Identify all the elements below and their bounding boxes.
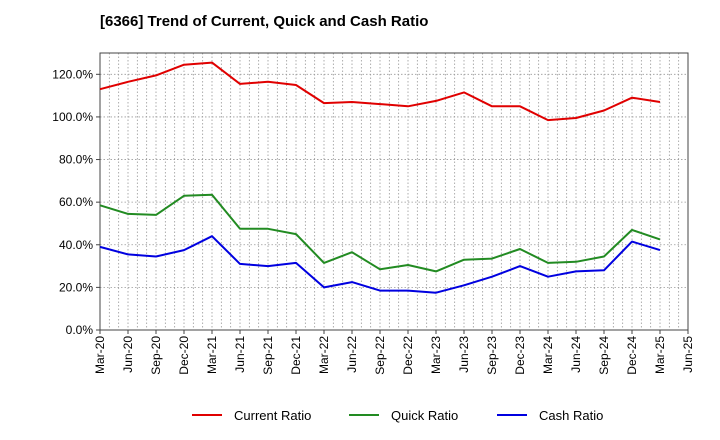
y-tick-label: 100.0%	[52, 110, 93, 124]
x-tick-label: Dec-21	[289, 336, 303, 375]
chart-title: [6366] Trend of Current, Quick and Cash …	[100, 13, 429, 30]
y-axis: 0.0% 20.0% 40.0% 60.0% 80.0% 100.0% 120.0%	[52, 67, 100, 337]
x-tick-label: Mar-24	[541, 336, 555, 374]
x-tick-label: Jun-21	[233, 336, 247, 373]
series-line-quick-ratio	[99, 193, 661, 273]
series-line-current-ratio	[99, 61, 661, 122]
x-tick-label: Dec-23	[513, 336, 527, 375]
x-tick-label: Dec-20	[177, 336, 191, 375]
series-lines	[99, 61, 661, 294]
x-tick-label: Sep-24	[597, 336, 611, 375]
y-tick-label: 20.0%	[59, 280, 93, 294]
x-tick-label: Mar-23	[429, 336, 443, 374]
y-tick-label: 60.0%	[59, 195, 93, 209]
grid	[100, 53, 688, 330]
x-tick-label: Sep-21	[261, 336, 275, 375]
legend-label-quick-ratio: Quick Ratio	[391, 408, 458, 423]
x-tick-label: Jun-24	[569, 336, 583, 373]
x-tick-label: Dec-24	[625, 336, 639, 375]
plot-area	[99, 52, 689, 331]
legend: Current Ratio Quick Ratio Cash Ratio	[192, 408, 603, 423]
x-tick-label: Jun-23	[457, 336, 471, 373]
y-tick-label: 40.0%	[59, 238, 93, 252]
x-tick-label: Jun-20	[121, 336, 135, 373]
legend-label-current-ratio: Current Ratio	[234, 408, 311, 423]
x-tick-label: Sep-22	[373, 336, 387, 375]
x-axis: Mar-20 Jun-20 Sep-20 Dec-20 Mar-21 Jun-21 Sep-…	[93, 330, 695, 375]
x-tick-label: Mar-25	[653, 336, 667, 374]
y-tick-label: 0.0%	[66, 323, 94, 337]
x-tick-label: Sep-23	[485, 336, 499, 375]
x-tick-label: Dec-22	[401, 336, 415, 375]
x-tick-label: Jun-22	[345, 336, 359, 373]
series-line-cash-ratio	[99, 235, 661, 294]
x-tick-label: Mar-21	[205, 336, 219, 374]
x-tick-label: Mar-22	[317, 336, 331, 374]
legend-label-cash-ratio: Cash Ratio	[539, 408, 603, 423]
x-tick-label: Mar-20	[93, 336, 107, 374]
x-tick-label: Sep-20	[149, 336, 163, 375]
y-tick-label: 120.0%	[52, 67, 93, 81]
y-tick-label: 80.0%	[59, 153, 93, 167]
x-tick-label: Jun-25	[681, 336, 695, 373]
